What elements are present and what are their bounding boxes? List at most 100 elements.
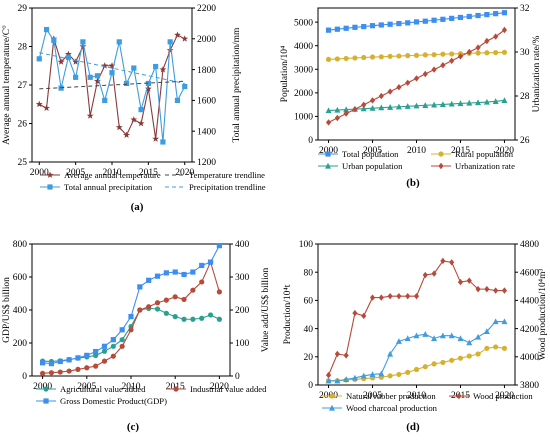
data-point [138,107,144,113]
data-point [413,102,420,109]
data-point [484,345,490,351]
data-point [449,15,455,21]
data-point [334,350,340,358]
data-point [395,103,402,110]
y-left-tick-label: 5000 [294,18,313,28]
data-point [128,314,134,320]
data-point [130,116,138,123]
series-average-annual-temperature [35,31,189,142]
data-point [325,107,332,114]
data-point [475,44,481,51]
data-point [84,365,90,371]
data-point [484,285,490,293]
data-point [64,50,72,58]
legend-marker [438,162,444,170]
data-point [387,21,393,27]
y-right-axis-label: Value add/US$ billion [260,268,271,353]
data-point [492,318,499,325]
data-point [405,369,411,375]
data-point [94,77,101,85]
legend-marker [173,386,179,392]
data-point [352,55,358,61]
data-point [360,372,367,379]
data-point [216,316,222,322]
y-right-tick-label: 1200 [197,158,216,168]
data-point [413,19,420,25]
legend-label: Total annual precipitation [64,182,153,192]
data-point [396,371,402,378]
data-point [387,53,393,59]
data-point [396,20,402,27]
y-right-tick-label: 400 [235,240,250,250]
y-left-tick-label: 40 [304,325,314,335]
legend-marker [329,393,335,399]
data-point [154,300,161,306]
data-point [334,106,341,113]
legend-label: Temperature trendline [189,170,265,180]
y-left-tick-label: 80 [304,268,314,278]
panel-d: 2000200520102015202002040608010038004000… [283,240,548,433]
trendline [39,52,185,84]
y-left-axis-label: Population/10⁴ [280,45,290,102]
data-point [361,312,367,320]
data-point [448,332,455,339]
data-point [123,80,130,87]
data-point [343,110,349,117]
panel-a: 2000 2005 2010 2015 2020 25 26 27 28 29 1200 1400 16… [1,4,266,213]
data-point [387,350,394,357]
data-point [43,104,50,112]
y-right-tick-label: 3800 [520,381,539,391]
y-right-tick-label: 4000 [520,353,539,363]
y-right-axis-label: Total annual precipitation/mm [232,27,242,142]
legend-marker [43,398,49,404]
legend-label: Average annual temperature [64,170,161,180]
data-point [405,53,411,59]
legend-entry: Wood production [449,391,533,401]
y-left-tick-label: 3000 [294,65,313,75]
data-point [172,269,178,275]
y-left-tick-label: 400 [13,306,28,316]
y-left-axis-label: GDP/US$ billion [1,277,12,343]
data-point [361,24,367,30]
y-left-tick-label: 0 [308,136,313,146]
data-point [378,92,384,100]
data-point [449,57,455,64]
data-point [378,294,384,301]
data-point [343,25,349,31]
data-point [396,53,402,59]
data-point [422,364,428,370]
legend-marker [329,404,335,411]
y-right-tick-label: 1800 [197,66,216,76]
y-right-tick-label: 4600 [520,268,539,278]
data-point [174,31,181,38]
data-point [163,270,169,276]
series-line [42,245,220,365]
panel-c: 2000200520102015202002004006008000100200… [1,240,271,433]
data-point [325,27,332,33]
data-point [57,58,65,65]
legend-label: Wood charcoal production [346,403,438,413]
y-right-tick-label: 1600 [197,97,216,107]
data-point [325,371,332,379]
data-point [422,271,428,279]
series-precipitation-trendline [39,52,185,84]
data-point [181,316,187,322]
x-tick-label: 2010 [122,382,141,392]
x-tick-label: 2020 [495,391,514,401]
x-tick-label: 2005 [77,382,96,392]
data-point [475,12,481,19]
data-point [484,37,490,45]
data-point [152,135,160,142]
data-point [457,14,464,21]
legend-entry: Urban population [318,161,403,171]
data-point [181,296,187,303]
data-point [115,123,123,131]
y-left-tick-label: 60 [304,297,314,307]
data-point [131,65,137,71]
y-left-axis-label: Average annual temperature/C° [1,25,12,145]
data-point [413,52,420,58]
data-point [343,55,349,62]
data-point [137,119,145,127]
data-point [40,360,46,366]
data-point [422,70,428,78]
